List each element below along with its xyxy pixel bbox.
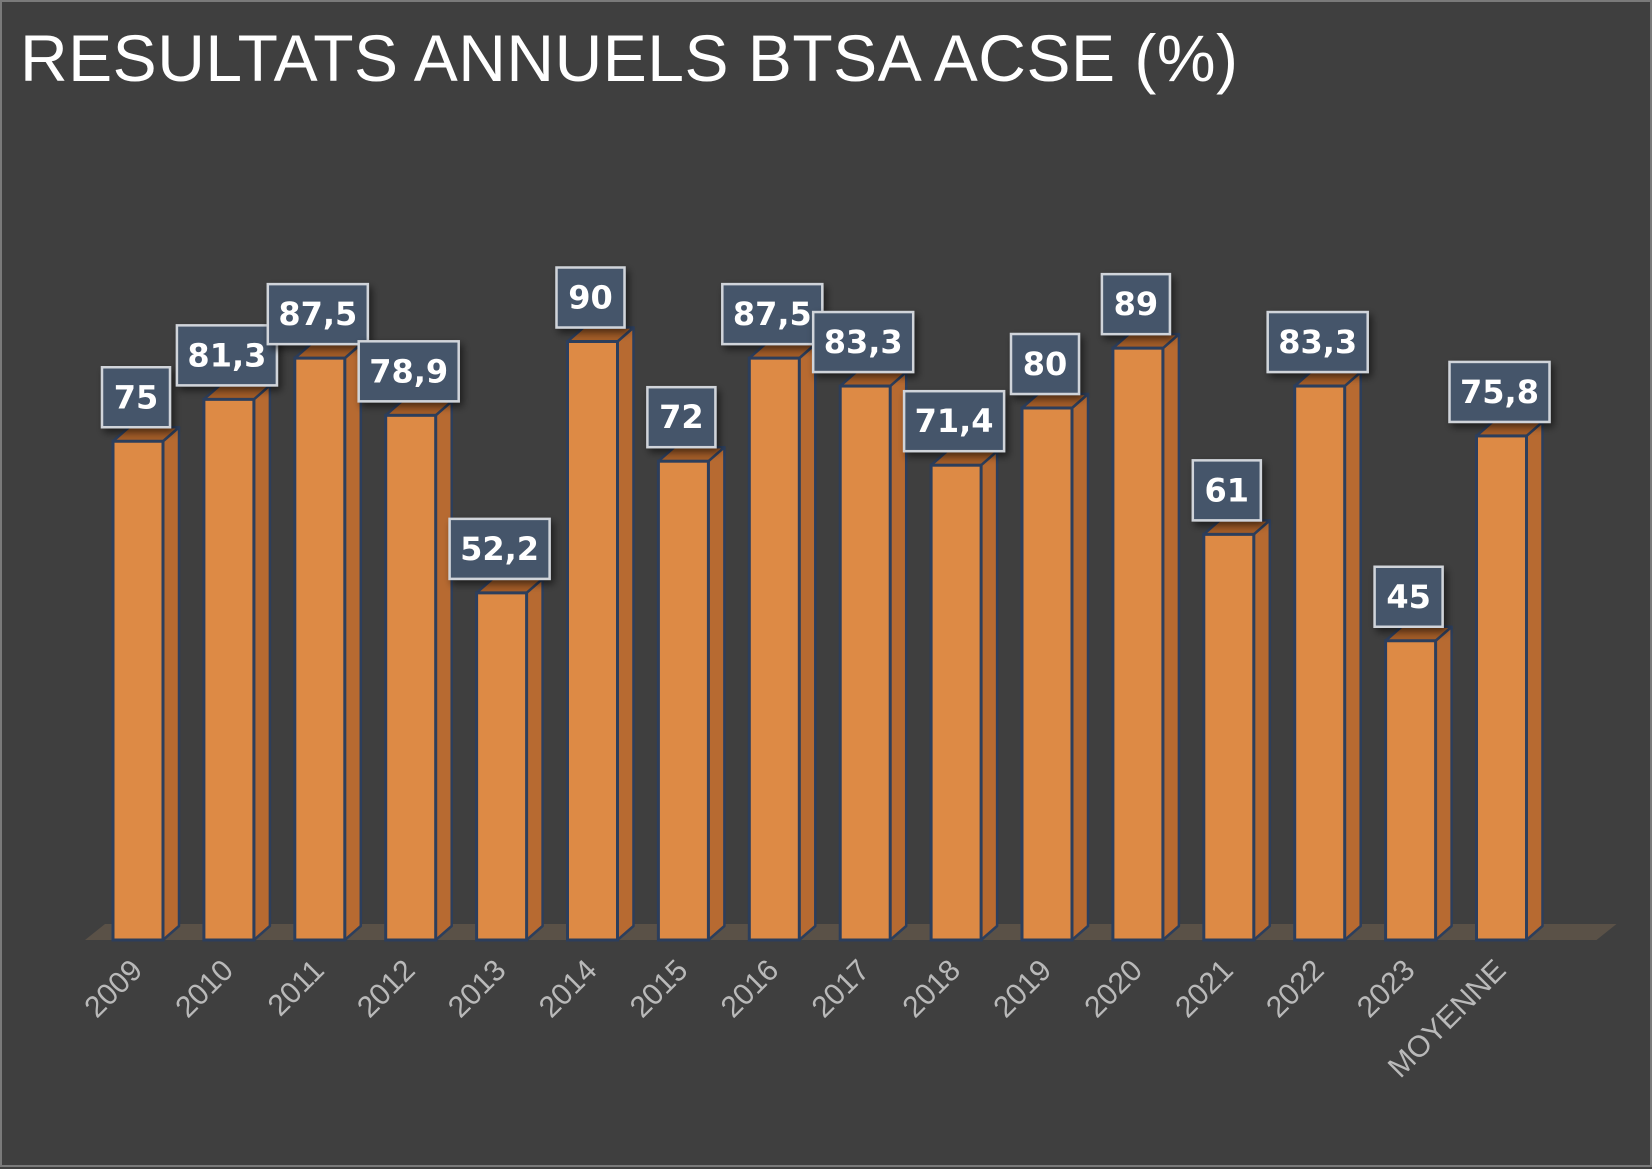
bar-front — [475, 591, 529, 942]
value-label-box — [902, 389, 1006, 453]
x-tick-label: 2013 — [442, 954, 513, 1025]
value-label-box — [721, 282, 824, 346]
value-label: 83,3 — [1278, 323, 1357, 361]
chart-title: RESULTATS ANNUELS BTSA ACSE (%) — [20, 21, 1239, 95]
x-tick-label: 2022 — [1260, 954, 1331, 1025]
value-label-box — [1100, 272, 1172, 336]
value-label: 89 — [1114, 285, 1159, 323]
bar-side — [1525, 420, 1544, 942]
bar-2023: 45 — [1373, 565, 1453, 942]
x-tick-label: 2011 — [262, 954, 331, 1023]
value-label-box — [448, 517, 551, 581]
value-label-box — [646, 385, 717, 449]
bar-2013: 52,2 — [448, 517, 551, 942]
value-label: 45 — [1386, 578, 1431, 616]
x-tick-label: 2009 — [78, 954, 149, 1025]
bar-side — [1161, 332, 1181, 942]
bar-2020: 89 — [1100, 272, 1181, 942]
value-label: 87,5 — [733, 295, 812, 333]
value-label-box — [1266, 310, 1369, 374]
bar-2017: 83,3 — [811, 310, 915, 942]
x-tick-label: 2020 — [1078, 954, 1149, 1025]
value-label: 61 — [1205, 471, 1250, 509]
bar-side — [1434, 625, 1453, 942]
bar-front — [384, 413, 438, 942]
bar-front — [566, 340, 619, 942]
bar-front — [1111, 346, 1165, 942]
value-label: 81,3 — [187, 336, 266, 374]
bar-side — [525, 577, 544, 942]
bar-side — [707, 445, 726, 942]
bar-2009: 75 — [100, 366, 181, 942]
bar-2010: 81,3 — [175, 324, 279, 942]
bar-front — [1202, 532, 1256, 942]
bar-side — [252, 384, 272, 942]
bar-front — [1384, 639, 1438, 942]
x-tick-label: 2014 — [533, 954, 604, 1025]
value-label-box — [175, 324, 279, 387]
value-label-box — [1448, 360, 1551, 424]
x-tick-label: 2010 — [169, 954, 240, 1025]
bar-side — [1070, 392, 1090, 942]
value-label: 78,9 — [369, 352, 448, 390]
bar-front — [656, 459, 710, 942]
value-label-box — [811, 310, 915, 374]
value-label: 75 — [114, 378, 159, 416]
bar-front — [111, 439, 165, 942]
value-label: 75,8 — [1460, 373, 1539, 411]
bar-2011: 87,5 — [266, 282, 370, 942]
value-label: 80 — [1023, 345, 1068, 383]
value-label: 90 — [568, 279, 613, 317]
bar-front — [1020, 406, 1074, 942]
bar-2018: 71,4 — [902, 389, 1006, 942]
x-tick-label: 2017 — [806, 954, 877, 1025]
bar-side — [1343, 370, 1362, 942]
x-tick-label: 2018 — [897, 954, 968, 1025]
bar-2019: 80 — [1009, 332, 1090, 942]
value-label: 87,5 — [278, 295, 357, 333]
x-tick-label: 2016 — [715, 954, 786, 1025]
bar-MOYENNE: 75,8 — [1448, 360, 1551, 942]
x-tick-label: 2012 — [351, 954, 422, 1025]
bar-front — [1293, 384, 1347, 942]
value-label: 71,4 — [915, 402, 994, 440]
value-label-box — [1373, 565, 1444, 628]
x-tick-label: 2023 — [1351, 954, 1422, 1025]
value-label-box — [266, 282, 370, 346]
bar-2022: 83,3 — [1266, 310, 1369, 942]
value-label-box — [100, 366, 172, 429]
bar-side — [434, 400, 453, 942]
x-tick-label: 2021 — [1169, 954, 1240, 1025]
value-label-box — [1009, 332, 1081, 396]
value-label: 52,2 — [460, 530, 539, 568]
value-label-box — [1191, 459, 1263, 522]
value-label: 72 — [659, 398, 704, 436]
x-tick-label: 2019 — [987, 954, 1058, 1025]
bar-side — [161, 426, 181, 942]
bar-side — [343, 342, 363, 942]
bar-side — [888, 370, 908, 942]
bar-front — [838, 384, 892, 942]
bar-side — [798, 342, 817, 942]
value-label-box — [555, 266, 626, 329]
value-label: 83,3 — [824, 323, 903, 361]
bar-front — [202, 397, 256, 942]
bar-front — [747, 356, 801, 942]
bar-side — [616, 326, 635, 942]
bar-2014: 90 — [555, 266, 635, 942]
value-label-box — [357, 340, 460, 403]
bar-side — [979, 449, 999, 942]
bar-front — [1475, 434, 1528, 942]
bar-2021: 61 — [1191, 459, 1272, 942]
x-tick-label: 2015 — [624, 954, 695, 1025]
bar-2015: 72 — [646, 385, 726, 942]
bar-2016: 87,5 — [721, 282, 824, 942]
bar-front — [293, 356, 347, 942]
bar-2012: 78,9 — [357, 340, 460, 942]
bar-side — [1252, 519, 1272, 942]
bar-front — [929, 463, 983, 942]
